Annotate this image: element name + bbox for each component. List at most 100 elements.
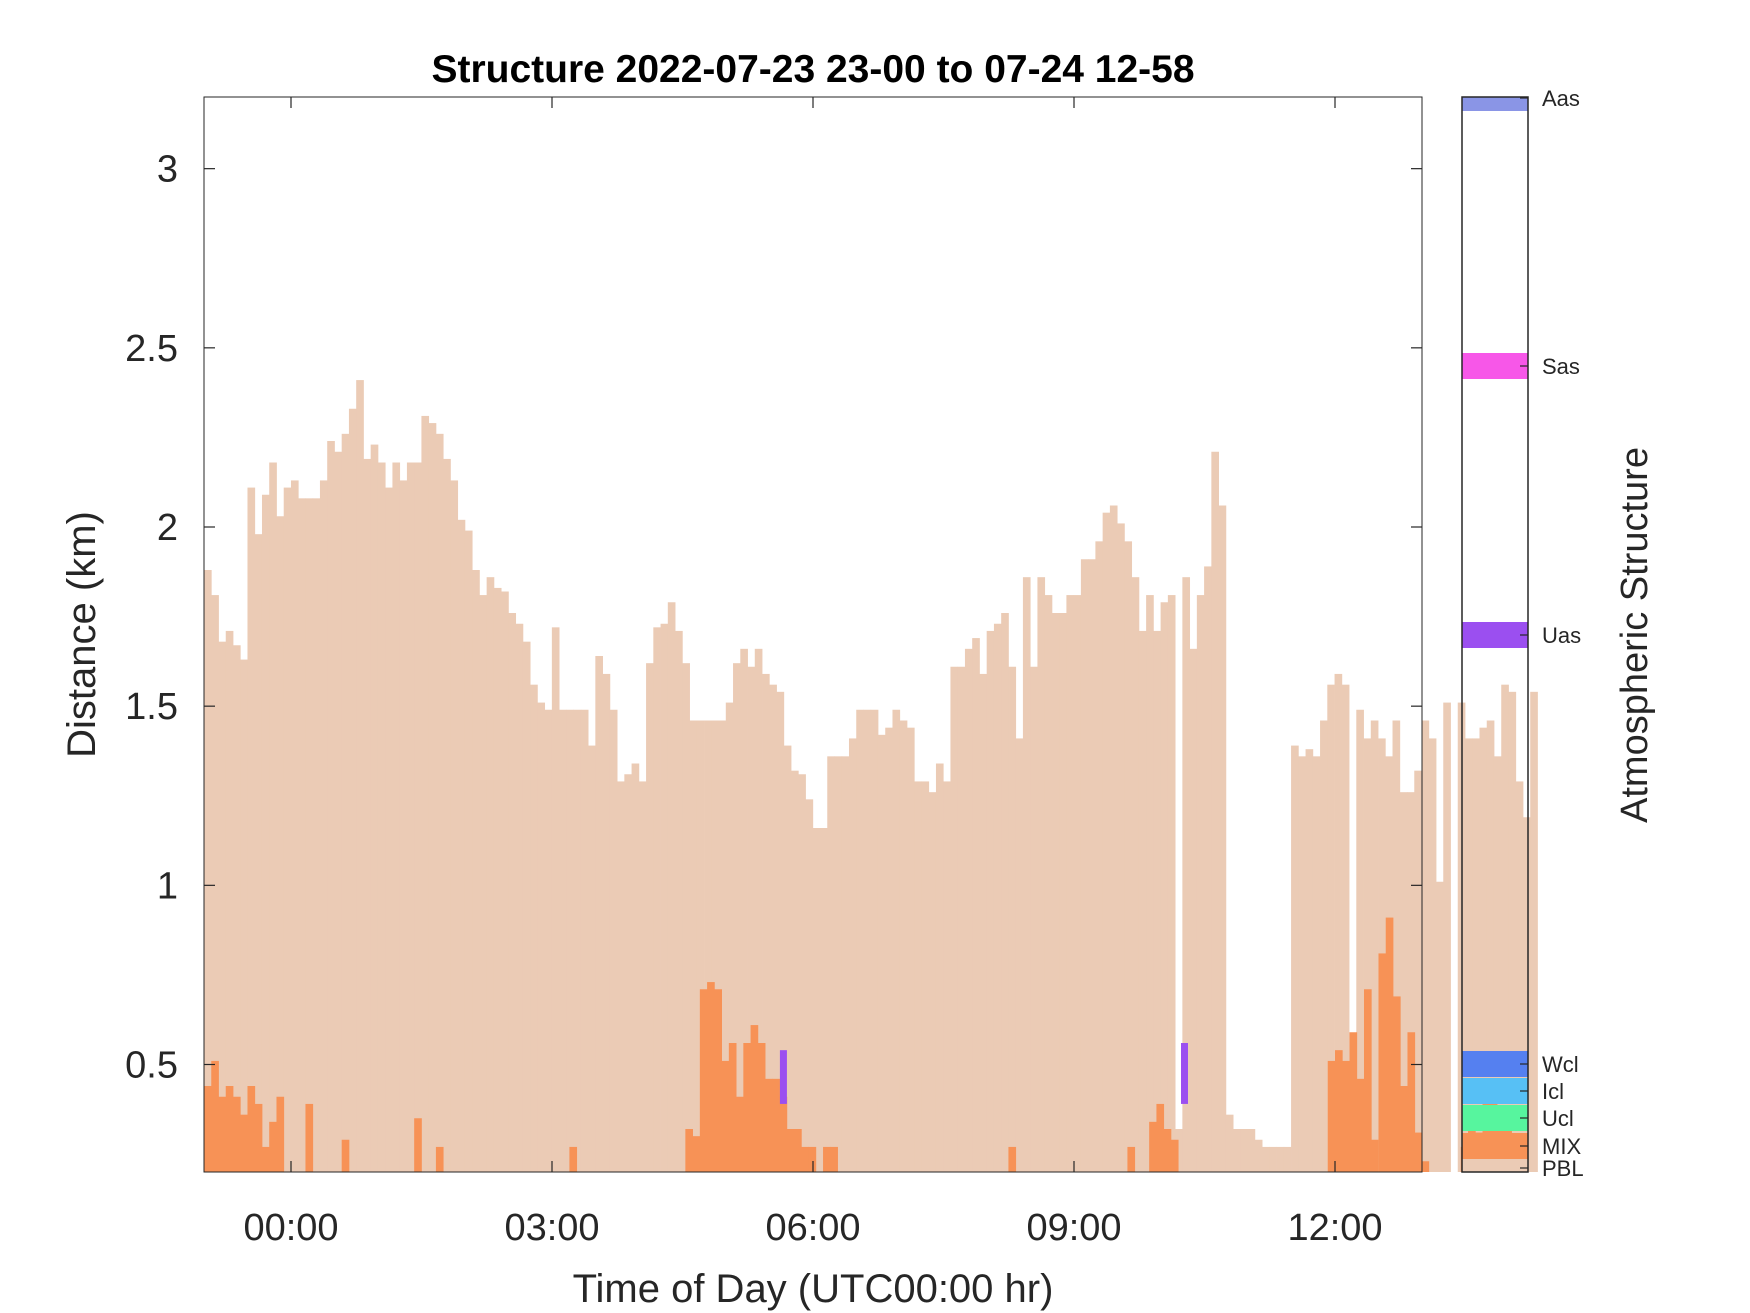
bar-pbl-0-144 [1247,1129,1256,1172]
bar-pbl-0-15 [312,498,321,1173]
bar-pbl-0-117 [1051,613,1060,1172]
colorbar-tick-label-sas: Sas [1542,354,1580,379]
bar-mix-2-36 [830,1146,838,1172]
bar-pbl-0-94 [885,727,893,1172]
bar-pbl-0-66 [682,663,690,1172]
colorbar-cell-uas [1462,622,1528,648]
bar-pbl-0-68 [696,720,705,1172]
bar-pbl-0-25 [385,487,393,1173]
colorbar-cell-ucl [1462,1105,1528,1131]
bar-pbl-0-123 [1095,541,1104,1172]
bar-pbl-0-175 [1472,738,1480,1172]
colorbar-cell-aas [1462,97,1528,111]
bar-mix-3-10 [1400,1086,1408,1172]
bar-pbl-0-178 [1493,756,1502,1172]
colorbar-cell-icl [1462,1078,1528,1104]
bar-pbl-0-137 [1196,595,1205,1172]
bar-mix-1-168 [1421,1161,1430,1172]
bar-pbl-0-73 [733,663,741,1172]
bar-pbl-0-50 [566,709,575,1172]
bar-pbl-0-45 [530,684,538,1172]
bar-pbl-0-90 [856,709,864,1172]
bar-pbl-0-69 [704,720,712,1172]
y-tick-label-1: 1 [157,865,178,907]
bar-mix-2-20 [714,989,722,1172]
bar-pbl-0-78 [769,684,777,1172]
bar-pbl-0-135 [1182,577,1191,1172]
colorbar-cells [1462,97,1528,1172]
bar-mix-2-19 [707,982,715,1172]
bar-mix-3-11 [1407,1032,1416,1172]
bar-pbl-0-16 [319,480,328,1172]
colorbar-tick-label-pbl: PBL [1542,1156,1584,1181]
bar-pbl-0-43 [515,623,524,1172]
bar-pbl-0-120 [1073,595,1082,1172]
bar-mix-1-32 [435,1146,444,1172]
bar-pbl-0-22 [363,458,372,1172]
bar-pbl-0-23 [370,444,379,1173]
colorbar-tick-label-uas: Uas [1542,623,1581,648]
bar-pbl-0-34 [450,480,459,1172]
bar-mix-1-7 [254,1103,263,1172]
bar-pbl-0-14 [305,498,314,1173]
colorbar-cell-mix [1462,1133,1528,1159]
bar-pbl-0-1 [211,595,219,1172]
bar-mix-1-4 [232,1096,241,1172]
bar-pbl-0-24 [377,462,386,1172]
bar-pbl-0-82 [798,774,806,1172]
bar-mix-2-22 [728,1043,737,1172]
x-tick-label-0: 00:00 [243,1207,338,1249]
bar-pbl-0-168 [1421,720,1430,1172]
bar-mix-2-82 [1163,1129,1172,1172]
bar-pbl-0-110 [1001,613,1009,1172]
bar-pbl-0-164 [1392,720,1401,1172]
bar-pbl-0-7 [254,534,263,1172]
bar-mix-2-25 [750,1025,759,1172]
colorbar-cell-wcl [1462,1051,1528,1077]
y-tick-label-3: 2 [157,507,178,549]
bar-pbl-0-97 [906,727,915,1172]
bar-pbl-0-121 [1080,559,1089,1172]
bar-pbl-0-176 [1479,727,1488,1172]
bar-pbl-0-174 [1465,738,1473,1172]
bar-pbl-0-159 [1356,709,1364,1172]
bar-mix-3-0 [1327,1060,1336,1172]
bar-pbl-0-59 [631,763,640,1172]
bar-pbl-0-9 [269,462,277,1172]
bar-pbl-0-181 [1515,781,1524,1172]
bar-pbl-0-106 [972,638,980,1172]
bar-mix-3-9 [1392,996,1401,1172]
bar-pbl-0-92 [870,709,879,1172]
bar-pbl-0-84 [812,828,821,1172]
bar-pbl-0-37 [472,570,480,1172]
bar-pbl-0-47 [544,709,553,1172]
bar-pbl-0-91 [863,709,872,1172]
bar-pbl-0-93 [877,734,886,1172]
bar-pbl-0-139 [1211,451,1219,1172]
colorbar-tick-label-wcl: Wcl [1542,1052,1579,1077]
bar-pbl-0-76 [754,648,763,1172]
bar-pbl-0-0 [204,570,212,1172]
bar-pbl-0-51 [573,709,582,1172]
bar-pbl-0-44 [522,641,531,1172]
bar-pbl-0-63 [660,623,669,1172]
bar-pbl-0-32 [435,433,444,1173]
bar-mix-1-19 [341,1139,350,1172]
bar-pbl-0-108 [986,630,995,1172]
bar-pbl-0-107 [979,673,988,1172]
bar-pbl-0-169 [1428,738,1437,1172]
bar-pbl-0-55 [602,673,611,1172]
bar-pbl-0-100 [928,792,937,1172]
bar-pbl-0-58 [624,774,632,1172]
bar-mix-1-6 [247,1086,256,1172]
bar-pbl-0-157 [1341,684,1350,1172]
bar-pbl-0-67 [689,720,698,1172]
bar-mix-1-29 [414,1118,422,1172]
bar-pbl-0-5 [240,659,248,1172]
bar-pbl-0-104 [957,666,966,1172]
bar-pbl-0-28 [406,462,415,1172]
bar-pbl-0-61 [646,663,654,1172]
colorbar-cell-sas [1462,353,1528,379]
bar-pbl-0-133 [1167,595,1176,1172]
